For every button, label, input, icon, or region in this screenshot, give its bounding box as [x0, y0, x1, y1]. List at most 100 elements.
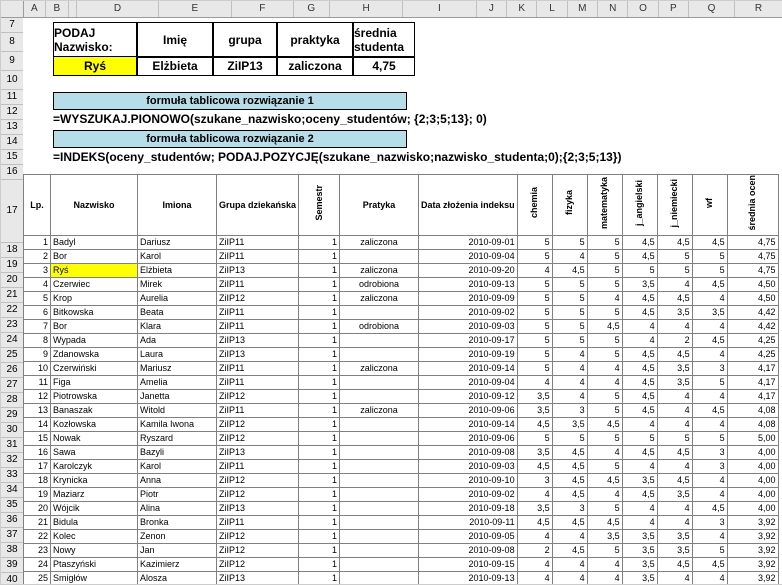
row-header[interactable]: 21	[1, 288, 23, 303]
table-cell[interactable]: 4	[552, 390, 587, 404]
table-cell[interactable]	[340, 516, 419, 530]
table-cell[interactable]: 4,5	[657, 446, 692, 460]
table-cell[interactable]: 3,5	[657, 530, 692, 544]
table-row[interactable]: 21BidulaBronkaZiIP1112010-09-114,54,54,5…	[24, 516, 779, 530]
table-cell[interactable]: 2010-09-12	[419, 390, 518, 404]
table-cell[interactable]: 17	[24, 460, 51, 474]
table-row[interactable]: 17KarolczykKarolZiIP1112010-09-034,54,55…	[24, 460, 779, 474]
table-cell[interactable]: ZiIP11	[217, 278, 299, 292]
table-cell[interactable]: 4,5	[552, 516, 587, 530]
table-cell[interactable]: 5	[692, 264, 727, 278]
table-cell[interactable]: Figa	[51, 376, 138, 390]
row-header[interactable]: 11	[1, 90, 23, 105]
table-cell[interactable]: zaliczona	[340, 362, 419, 376]
row-header[interactable]: 12	[1, 105, 23, 120]
row-header[interactable]: 39	[1, 558, 23, 573]
table-cell[interactable]: 5	[517, 306, 552, 320]
table-cell[interactable]: Badyl	[51, 236, 138, 250]
table-cell[interactable]: 3,92	[727, 516, 778, 530]
row-header[interactable]: 8	[1, 33, 23, 52]
table-cell[interactable]: 1	[299, 334, 340, 348]
row-header[interactable]: 19	[1, 258, 23, 273]
table-cell[interactable]: 4	[552, 362, 587, 376]
table-cell[interactable]: ZiIP11	[217, 306, 299, 320]
table-cell[interactable]: 2010-09-03	[419, 320, 518, 334]
table-cell[interactable]	[340, 544, 419, 558]
table-cell[interactable]: 3,5	[622, 278, 657, 292]
table-cell[interactable]: 5	[517, 236, 552, 250]
table-cell[interactable]: 3,5	[517, 502, 552, 516]
table-cell[interactable]: 3,5	[657, 544, 692, 558]
table-cell[interactable]: 4	[517, 376, 552, 390]
table-cell[interactable]: 4	[692, 292, 727, 306]
table-cell[interactable]: 5,00	[727, 432, 778, 446]
table-row[interactable]: 19MaziarzPiotrZiIP1212010-09-0244,544,53…	[24, 488, 779, 502]
table-cell[interactable]: Dariusz	[138, 236, 217, 250]
table-cell[interactable]: Kazimierz	[138, 558, 217, 572]
table-row[interactable]: 6BitkowskaBeataZiIP1112010-09-025554,53,…	[24, 306, 779, 320]
row-header[interactable]: 38	[1, 543, 23, 558]
table-cell[interactable]: Banaszak	[51, 404, 138, 418]
table-cell[interactable]: 4	[657, 320, 692, 334]
table-row[interactable]: 22KolecZenonZiIP1212010-09-05443,53,53,5…	[24, 530, 779, 544]
table-cell[interactable]: 4	[622, 334, 657, 348]
table-row[interactable]: 15NowakRyszardZiIP1212010-09-065555555,0…	[24, 432, 779, 446]
table-cell[interactable]: 2010-09-15	[419, 558, 518, 572]
row-header[interactable]: 15	[1, 150, 23, 165]
table-cell[interactable]: 3,92	[727, 530, 778, 544]
table-cell[interactable]: 5	[657, 250, 692, 264]
table-cell[interactable]: 1	[299, 362, 340, 376]
table-cell[interactable]: 2	[517, 544, 552, 558]
table-cell[interactable]: ZiIP11	[217, 376, 299, 390]
table-cell[interactable]: 4	[657, 404, 692, 418]
table-cell[interactable]: ZiIP11	[217, 460, 299, 474]
table-cell[interactable]: 2010-09-06	[419, 432, 518, 446]
table-cell[interactable]: 1	[299, 250, 340, 264]
table-cell[interactable]	[340, 334, 419, 348]
table-cell[interactable]: 5	[552, 236, 587, 250]
row-header[interactable]: 25	[1, 348, 23, 363]
table-cell[interactable]	[340, 250, 419, 264]
row-header[interactable]: 17	[1, 180, 23, 243]
table-cell[interactable]: 4	[587, 446, 622, 460]
table-cell[interactable]: ZiIP11	[217, 404, 299, 418]
table-cell[interactable]: 2010-09-18	[419, 502, 518, 516]
table-cell[interactable]: 4	[552, 376, 587, 390]
table-cell[interactable]: 4,5	[692, 404, 727, 418]
table-cell[interactable]: 1	[24, 236, 51, 250]
table-cell[interactable]: 9	[24, 348, 51, 362]
table-cell[interactable]: 4,75	[727, 236, 778, 250]
table-cell[interactable]: 4	[692, 530, 727, 544]
table-cell[interactable]: 4,00	[727, 460, 778, 474]
table-cell[interactable]: Elżbieta	[138, 264, 217, 278]
table-cell[interactable]: 4,5	[622, 376, 657, 390]
table-cell[interactable]: 2010-09-14	[419, 418, 518, 432]
table-cell[interactable]: 5	[587, 278, 622, 292]
table-cell[interactable]: 4,5	[622, 446, 657, 460]
table-cell[interactable]	[340, 418, 419, 432]
table-cell[interactable]: 3	[692, 516, 727, 530]
table-cell[interactable]	[340, 558, 419, 572]
table-cell[interactable]: 4,5	[622, 488, 657, 502]
table-cell[interactable]: ZiIP11	[217, 516, 299, 530]
table-cell[interactable]: 4	[552, 558, 587, 572]
table-cell[interactable]: 2	[657, 334, 692, 348]
table-cell[interactable]: 4	[517, 264, 552, 278]
row-header[interactable]: 9	[1, 52, 23, 71]
table-cell[interactable]: Ryś	[51, 264, 138, 278]
table-cell[interactable]	[340, 446, 419, 460]
table-cell[interactable]: 1	[299, 404, 340, 418]
table-cell[interactable]: 4,5	[517, 418, 552, 432]
table-cell[interactable]: 4,5	[657, 236, 692, 250]
table-cell[interactable]: 4,00	[727, 502, 778, 516]
table-cell[interactable]: 2010-09-17	[419, 334, 518, 348]
table-cell[interactable]: ZiIP12	[217, 558, 299, 572]
table-cell[interactable]: ZiIP13	[217, 334, 299, 348]
table-cell[interactable]: ZiIP12	[217, 474, 299, 488]
table-cell[interactable]	[340, 488, 419, 502]
table-cell[interactable]: 2010-09-04	[419, 376, 518, 390]
table-cell[interactable]: Maziarz	[51, 488, 138, 502]
table-cell[interactable]: 4	[517, 558, 552, 572]
table-cell[interactable]: 24	[24, 558, 51, 572]
table-cell[interactable]: 7	[24, 320, 51, 334]
